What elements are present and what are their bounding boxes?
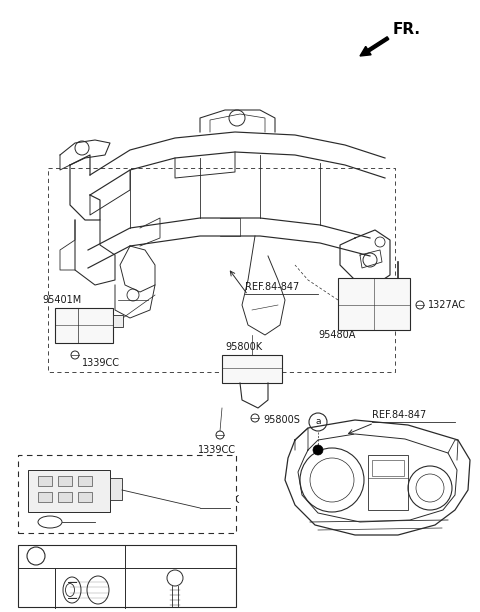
Text: 95440K: 95440K bbox=[202, 495, 239, 505]
Text: a: a bbox=[33, 551, 39, 561]
Bar bbox=[368, 455, 408, 510]
Text: FR.: FR. bbox=[393, 22, 421, 37]
Bar bbox=[338, 278, 410, 330]
Text: REF.84-847: REF.84-847 bbox=[372, 410, 426, 420]
Text: 95401M: 95401M bbox=[42, 295, 81, 305]
Bar bbox=[38, 476, 52, 486]
Text: a: a bbox=[315, 417, 321, 427]
Text: REF.84-847: REF.84-847 bbox=[245, 282, 299, 292]
Bar bbox=[78, 492, 92, 502]
Text: 95480A: 95480A bbox=[318, 330, 355, 340]
FancyArrow shape bbox=[360, 37, 389, 56]
Circle shape bbox=[313, 445, 323, 455]
Bar bbox=[55, 308, 113, 343]
Text: 95800K: 95800K bbox=[225, 342, 262, 352]
Text: 1339CC: 1339CC bbox=[82, 358, 120, 368]
Bar bbox=[58, 492, 72, 502]
Bar bbox=[222, 355, 282, 383]
Text: 1327AC: 1327AC bbox=[428, 300, 466, 310]
Text: 95800S: 95800S bbox=[263, 415, 300, 425]
Bar bbox=[18, 455, 236, 533]
Bar bbox=[113, 315, 123, 327]
Bar bbox=[38, 492, 52, 502]
Text: 95430D: 95430D bbox=[70, 551, 108, 561]
Text: 95413A: 95413A bbox=[97, 517, 134, 527]
Bar bbox=[78, 476, 92, 486]
Bar bbox=[58, 476, 72, 486]
Bar bbox=[28, 470, 110, 512]
Text: 1125KC: 1125KC bbox=[161, 551, 199, 561]
Bar bbox=[110, 478, 122, 500]
Text: (SMART KEY): (SMART KEY) bbox=[25, 460, 92, 470]
Text: 1339CC: 1339CC bbox=[198, 445, 236, 455]
Bar bbox=[372, 460, 404, 476]
Bar bbox=[18, 545, 236, 607]
